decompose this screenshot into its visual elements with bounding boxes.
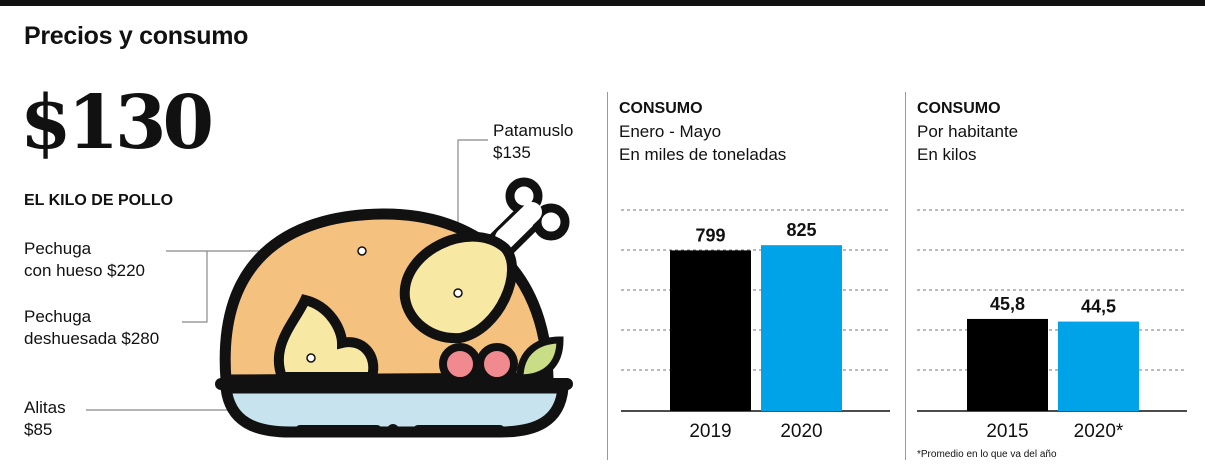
data-label: 44,5: [1081, 297, 1116, 317]
cut-label-pechuga-hueso: Pechuga con hueso $220: [24, 238, 145, 282]
bar-2020: [761, 245, 842, 411]
marker-dot: [306, 353, 316, 363]
cut-label-line: $85: [24, 420, 53, 439]
leader-pechuga-deshuesada: [182, 251, 208, 323]
category-label: 2020: [780, 421, 822, 442]
panel-divider: [607, 92, 608, 460]
page-title: Precios y consumo: [24, 22, 249, 50]
cut-label-line: deshuesada $280: [24, 329, 160, 348]
data-label: 825: [786, 220, 816, 240]
cut-label-line: Pechuga: [24, 239, 92, 258]
chart-1-heading-title: CONSUMO: [619, 100, 703, 117]
price-per-kilo: $130: [20, 80, 214, 166]
chart-1-subtitle: Enero - Mayo: [619, 122, 722, 141]
cut-label-pechuga-deshuesada: Pechuga deshuesada $280: [24, 306, 159, 350]
cut-label-line: Patamuslo: [493, 121, 574, 140]
cut-label-patamuslo: Patamuslo $135: [493, 120, 573, 164]
cut-label-line: Pechuga: [24, 307, 92, 326]
chart-1-heading: CONSUMO Enero - Mayo En miles de tonelad…: [619, 97, 786, 166]
category-label: 2015: [986, 421, 1028, 442]
price-per-kilo-label: EL KILO DE POLLO: [24, 192, 174, 209]
bar-2019: [670, 250, 751, 411]
bar-2020: [1058, 321, 1139, 411]
panel-divider: [905, 92, 906, 460]
chart-2-heading: CONSUMO Por habitante En kilos: [917, 97, 1018, 166]
marker-dot: [453, 288, 463, 298]
leaf-icon: [516, 336, 564, 382]
drumstick-icon: [399, 177, 570, 344]
cut-label-line: $135: [493, 143, 531, 162]
chart-2-subtitle: Por habitante: [917, 122, 1019, 141]
wing-icon: [273, 294, 379, 382]
footnote: *Promedio en lo que va del año: [917, 449, 1057, 460]
data-label: 799: [695, 225, 725, 245]
cut-label-line: Alitas: [24, 398, 66, 417]
chart-2-unit: En kilos: [917, 145, 977, 164]
category-label: 2019: [689, 421, 731, 442]
cut-label-line: con hueso $220: [24, 261, 145, 280]
top-rule: [0, 0, 1205, 6]
chart-1-unit: En miles de toneladas: [619, 145, 787, 164]
data-label: 45,8: [990, 294, 1025, 314]
cut-label-alitas: Alitas $85: [24, 397, 66, 441]
category-label: 2020*: [1074, 421, 1124, 442]
marker-dot: [357, 246, 367, 256]
chart-2-heading-title: CONSUMO: [917, 100, 1001, 117]
bar-2015: [967, 318, 1048, 411]
